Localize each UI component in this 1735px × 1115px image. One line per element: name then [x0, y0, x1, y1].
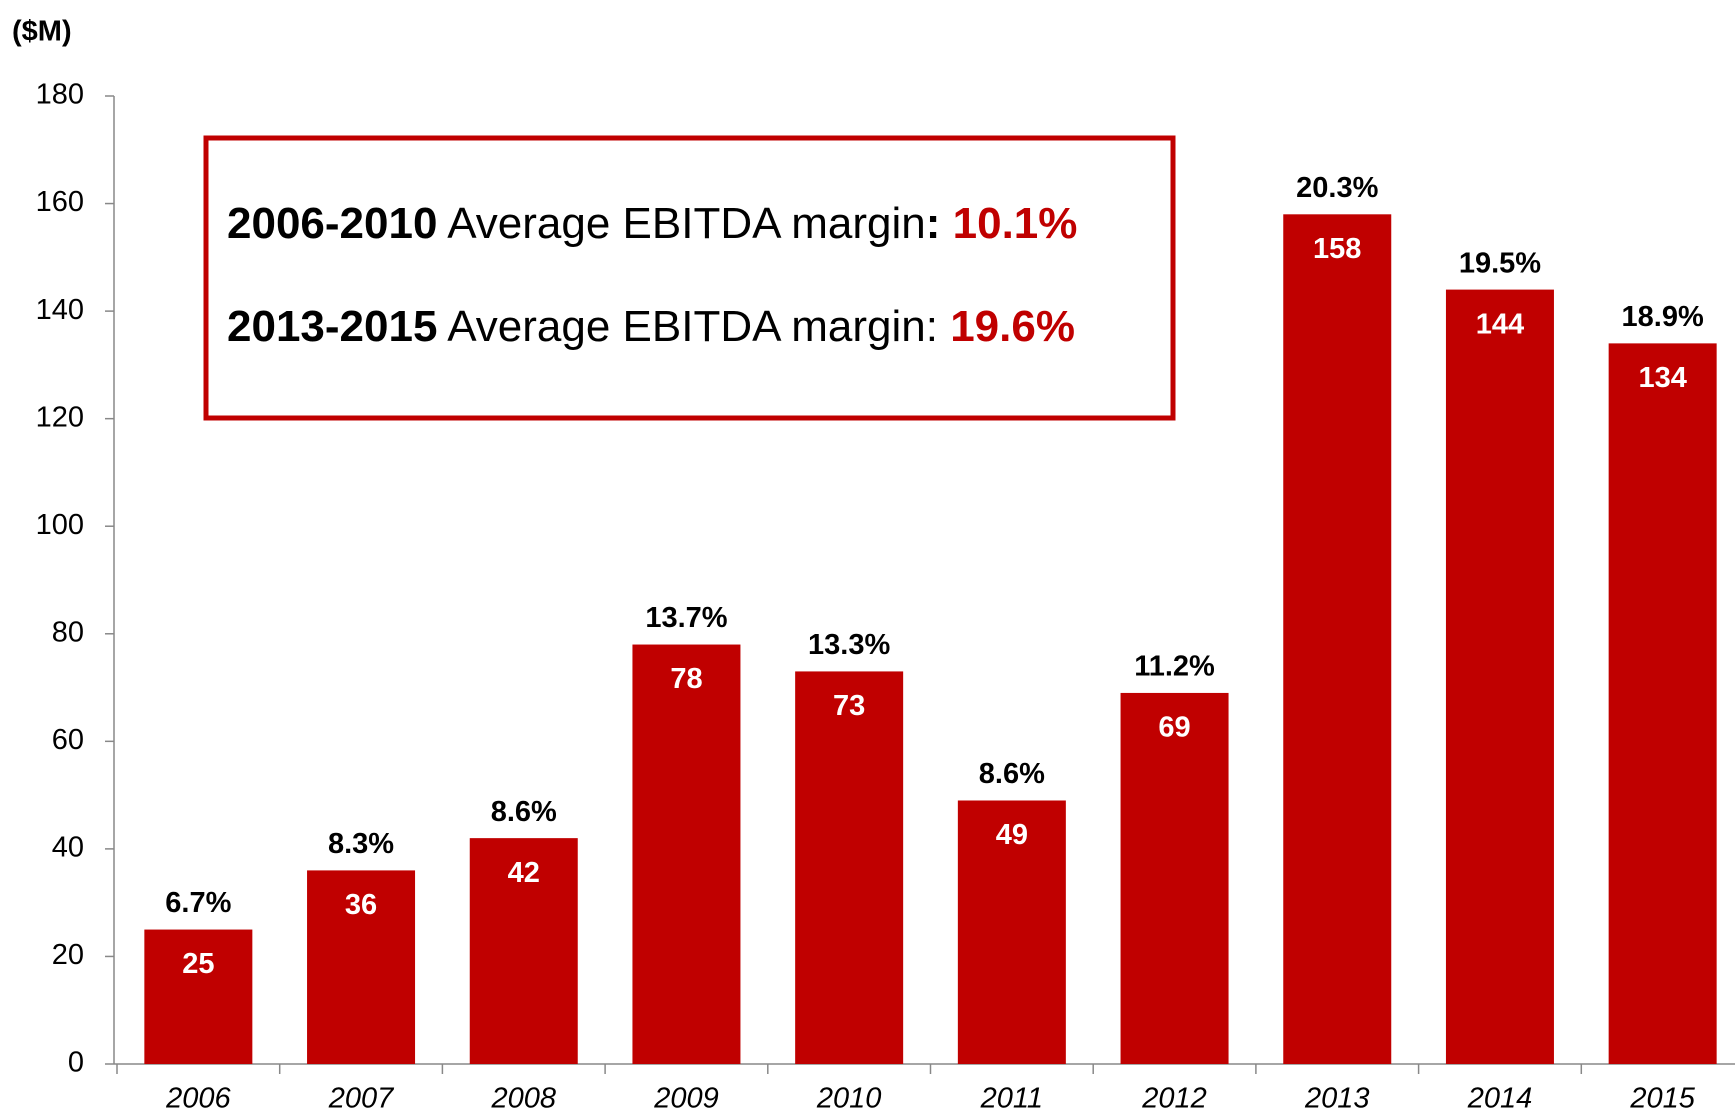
y-tick-label: 100: [36, 509, 84, 541]
x-tick-label: 2007: [328, 1083, 395, 1115]
x-tick-label: 2015: [1629, 1083, 1695, 1115]
annotation-period: 2006-2010: [227, 199, 437, 248]
annotation-period: 2013-2015: [227, 302, 437, 351]
margin-label: 8.6%: [979, 758, 1045, 790]
bar: [795, 671, 904, 1064]
value-label: 42: [508, 857, 540, 889]
y-tick-label: 140: [36, 294, 84, 326]
x-tick-label: 2008: [490, 1083, 556, 1115]
bar: [1608, 343, 1717, 1064]
value-label: 73: [833, 690, 865, 722]
x-tick-label: 2012: [1141, 1083, 1207, 1115]
x-tick-label: 2013: [1304, 1083, 1370, 1115]
bar: [469, 838, 578, 1064]
y-tick-label: 0: [68, 1047, 84, 1079]
y-tick-label: 60: [52, 724, 84, 756]
value-label: 144: [1476, 308, 1524, 340]
y-tick-label: 120: [36, 401, 84, 433]
annotation-line: 2006-2010 Average EBITDA margin: 10.1%: [227, 199, 1077, 248]
value-label: 36: [345, 889, 377, 921]
bar: [307, 870, 416, 1064]
x-tick-label: 2009: [653, 1083, 719, 1115]
y-tick-label: 180: [36, 79, 84, 111]
x-tick-label: 2014: [1467, 1083, 1533, 1115]
bar: [1120, 692, 1229, 1064]
margin-label: 13.3%: [808, 629, 890, 661]
annotation-colon: :: [926, 199, 941, 248]
y-tick-label: 80: [52, 616, 84, 648]
bar: [144, 929, 253, 1064]
x-tick-label: 2006: [165, 1083, 231, 1115]
value-label: 25: [182, 948, 214, 980]
x-tick-label: 2010: [816, 1083, 882, 1115]
y-axis-label: ($M): [12, 16, 72, 48]
margin-label: 11.2%: [1134, 651, 1215, 683]
bar: [1445, 289, 1554, 1065]
margin-label: 13.7%: [645, 602, 727, 634]
margin-label: 8.3%: [328, 828, 394, 860]
bar: [1283, 214, 1392, 1065]
value-label: 158: [1313, 233, 1361, 265]
box-border: [203, 135, 1176, 421]
y-tick-label: 160: [36, 186, 84, 218]
value-label: 49: [996, 819, 1028, 851]
annotation-text: Average EBITDA margin:: [437, 302, 950, 351]
margin-label: 8.6%: [491, 796, 557, 828]
annotation-line: 2013-2015 Average EBITDA margin: 19.6%: [227, 302, 1075, 351]
annotation-value: 10.1%: [940, 199, 1077, 248]
x-tick-label: 2011: [980, 1083, 1043, 1115]
margin-label: 19.5%: [1459, 247, 1541, 279]
value-label: 78: [670, 663, 702, 695]
value-label: 134: [1638, 362, 1686, 394]
value-label: 69: [1158, 712, 1190, 744]
annotation-value: 19.6%: [950, 302, 1075, 351]
margin-label: 20.3%: [1296, 172, 1378, 204]
y-tick-label: 20: [52, 939, 84, 971]
y-tick-label: 40: [52, 832, 84, 864]
bar: [632, 644, 741, 1064]
annotation-text: Average EBITDA margin: [437, 199, 925, 248]
annotation-box: 2006-2010 Average EBITDA margin: 10.1%20…: [203, 135, 1176, 421]
margin-label: 6.7%: [165, 887, 231, 919]
bar: [957, 800, 1066, 1064]
margin-label: 18.9%: [1622, 301, 1704, 333]
